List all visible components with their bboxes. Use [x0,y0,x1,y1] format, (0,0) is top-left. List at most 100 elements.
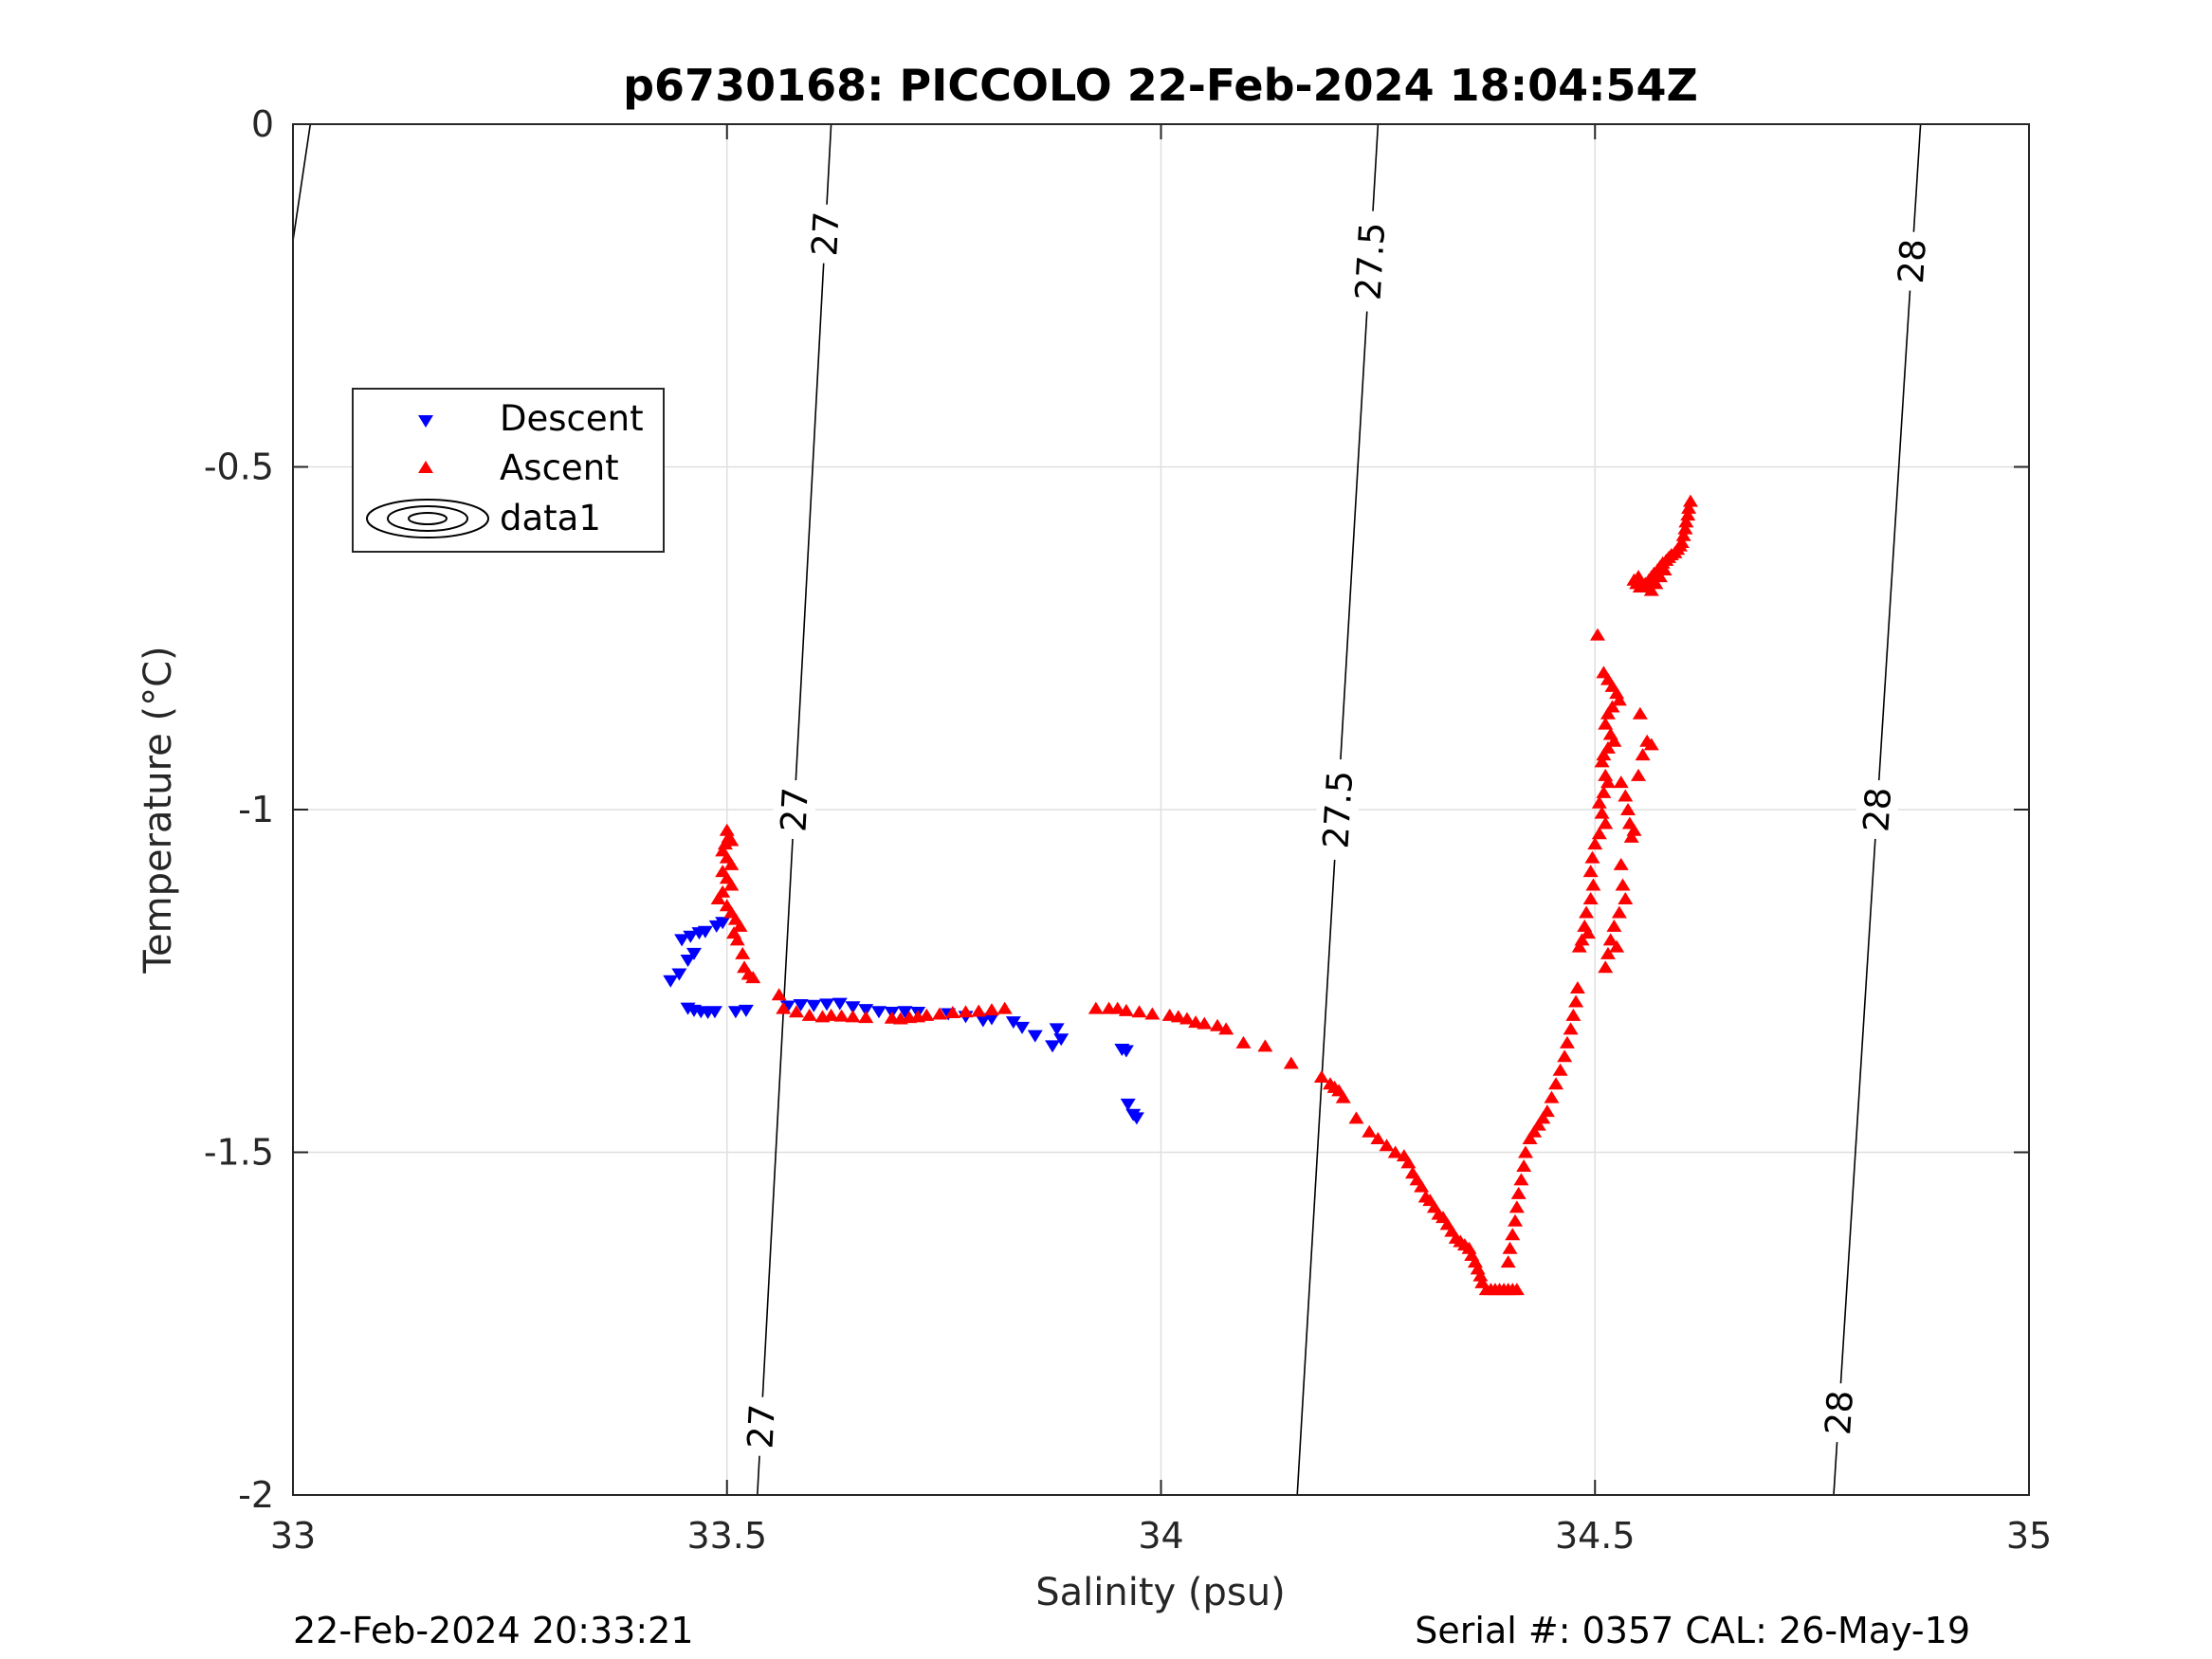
descent-point [1045,1040,1061,1053]
ascent-point [944,1006,960,1019]
ascent-point [1635,748,1651,761]
legend-descent-label: Descent [500,398,644,439]
ascent-point [1565,1008,1581,1021]
ascent-point [1652,570,1668,583]
ascent-point [1587,837,1603,850]
descent-point [674,934,690,947]
ascent-point [1544,1090,1560,1103]
ascent-point [1611,693,1627,706]
contour-label-bg [1345,210,1394,313]
ascent-point [1579,905,1595,919]
ascent-point [1439,1217,1455,1231]
ascent-point [1218,1022,1234,1035]
descent-point [697,925,713,939]
ascent-point [1257,1039,1273,1052]
ascent-point [729,933,745,946]
ascent-point [902,1011,918,1024]
ascent-point [788,1005,804,1018]
x-tick-label: 34 [1138,1515,1183,1557]
contour-label: 27.5 [1315,770,1361,850]
ascent-point [1680,508,1696,521]
ascent-point [1131,1005,1147,1018]
ascent-point [719,823,735,836]
descent-point [870,1006,887,1019]
descent-point [1053,1033,1069,1047]
descent-point [793,999,809,1012]
ascent-point [1323,1077,1339,1090]
ascent-point [1589,628,1605,641]
ascent-point [1522,1132,1538,1145]
ascent-point [1677,521,1693,535]
ascent-point [1426,1200,1442,1213]
ascent-point [1600,706,1616,720]
ascent-point [1615,878,1631,891]
plot-area: 27 27 27 27.5 27.5 28 28 28 33 33.5 34 34.5 35 0 -0.5… [204,103,2052,1557]
ascent-point [1559,1035,1575,1048]
contour-label-group: 28 [1889,230,1935,292]
ascent-point [1582,865,1599,878]
descent-point [1015,1021,1031,1034]
ascent-point [1513,1173,1529,1186]
ascent-point [1618,891,1634,904]
ascent-point [1235,1035,1252,1048]
footer-timestamp: 22-Feb-2024 20:33:21 [293,1610,694,1651]
ascent-point [858,1011,874,1024]
ascent-point [1464,1248,1480,1261]
contour-label-group: 27.5 [1345,210,1394,313]
ascent-point [1563,1022,1579,1035]
ascent-point [1591,827,1607,840]
contour-line [292,123,312,242]
contour-label: 27.5 [1348,221,1394,301]
contour-label-bg [802,203,849,264]
ascent-point [1088,1001,1104,1014]
axis-ticks: 33 33.5 34 34.5 35 0 -0.5 -1 -1.5 -2 [204,103,2052,1557]
descent-point [819,998,835,1012]
ascent-point [1606,919,1622,932]
ascent-point [1620,803,1636,815]
ascent-point [919,1008,935,1021]
ascent-point [1379,1139,1395,1152]
contour-label: 28 [1856,786,1899,833]
ascent-point [1596,785,1612,798]
contour-label: 27 [740,1403,782,1449]
ascent-point [1675,528,1691,541]
contour-label-bg [1816,1381,1862,1444]
ascent-point [1569,980,1585,994]
contour-label-bg [1889,230,1935,292]
ascent-point [1596,748,1612,761]
ascent-point [1606,734,1622,747]
legend-ascent-marker [418,461,433,473]
ascent-point [1600,775,1616,789]
descent-point [663,975,679,988]
descent-point [1049,1023,1065,1036]
ascent-point [723,857,740,870]
ascent-point [735,946,751,959]
ascent-point [958,1005,974,1018]
ascent-point [845,1010,861,1023]
ascent-point [732,919,748,932]
isopycnal-contours: 27 27 27 27.5 27.5 28 28 28 [292,123,1935,1496]
ascent-point [1626,823,1642,836]
descent-point [897,1006,913,1019]
ascent-point [1387,1145,1403,1158]
x-tick-label: 33 [270,1515,316,1557]
contour-label-group: 27 [772,778,817,841]
ascent-point [884,1011,900,1024]
ascent-point [1598,717,1614,730]
ascent-point [1582,891,1599,904]
ascent-point [1283,1056,1299,1069]
contour-label: 27 [804,210,847,257]
ascent-point [1409,1173,1425,1186]
ascent-point [1594,806,1610,819]
y-tick-label: -1.5 [204,1132,274,1174]
data-points [663,494,1698,1296]
x-tick-label: 35 [2006,1515,2052,1557]
ascent-point [1505,1228,1521,1241]
ascent-point [1681,501,1697,514]
descent-point [806,999,822,1012]
ascent-point [1611,905,1627,919]
ascent-point [1600,946,1616,959]
contour-label: 28 [1818,1389,1861,1436]
ascent-point [1508,1213,1524,1227]
